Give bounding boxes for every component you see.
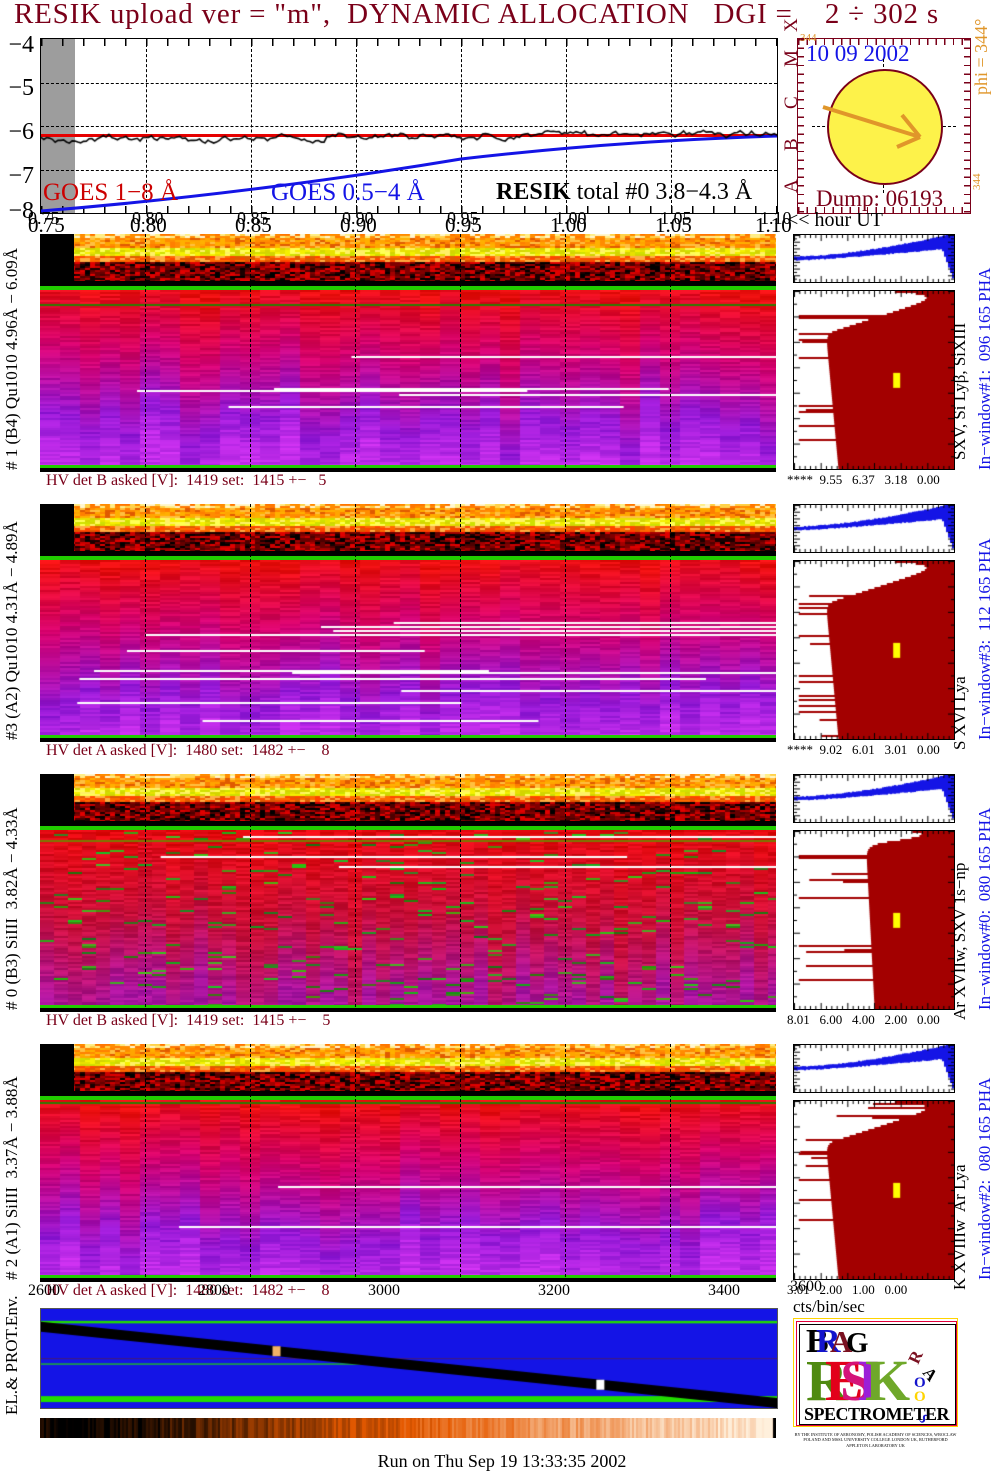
svg-text:O: O	[914, 1389, 926, 1405]
